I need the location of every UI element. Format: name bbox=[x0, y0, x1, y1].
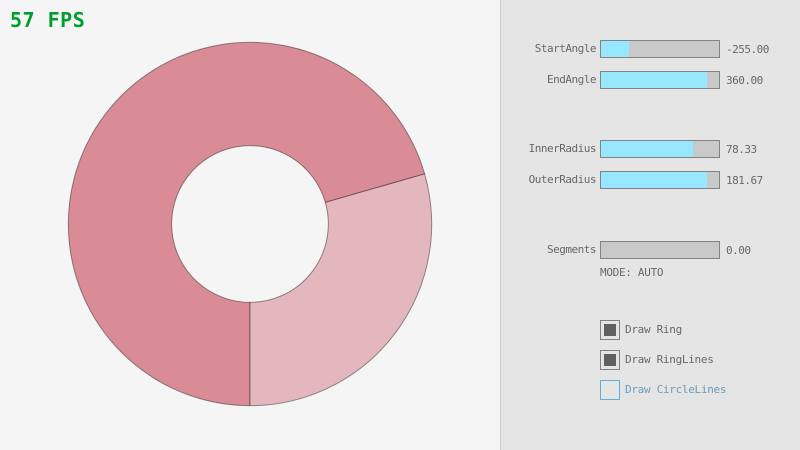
slider-value: 0.00 bbox=[726, 243, 751, 257]
slider-value: 181.67 bbox=[726, 173, 763, 187]
checkbox-draw-circlelines[interactable]: Draw CircleLines bbox=[600, 380, 726, 400]
checkbox-label: Draw RingLines bbox=[625, 353, 714, 366]
innerradius-slider[interactable] bbox=[600, 140, 720, 158]
segments-slider[interactable] bbox=[600, 241, 720, 259]
ring-overlap-sector bbox=[67, 41, 426, 407]
slider-value: 78.33 bbox=[726, 142, 757, 156]
slider-label: InnerRadius bbox=[528, 142, 597, 155]
slider-fill bbox=[601, 72, 708, 88]
endangle-slider[interactable] bbox=[600, 71, 720, 89]
checkbox-box[interactable] bbox=[600, 320, 620, 340]
slider-fill bbox=[601, 172, 708, 188]
ring-single-sector bbox=[249, 173, 433, 407]
slider-label: Segments bbox=[547, 243, 596, 256]
slider-row-outerradius: OuterRadius 181.67 bbox=[500, 171, 800, 189]
slider-row-innerradius: InnerRadius 78.33 bbox=[500, 140, 800, 158]
slider-row-endangle: EndAngle 360.00 bbox=[500, 71, 800, 89]
slider-value: 360.00 bbox=[726, 73, 763, 87]
checkbox-box[interactable] bbox=[600, 380, 620, 400]
slider-value: -255.00 bbox=[726, 42, 769, 56]
outerradius-slider[interactable] bbox=[600, 171, 720, 189]
slider-label: EndAngle bbox=[547, 73, 596, 86]
checkmark-icon bbox=[604, 354, 616, 366]
slider-label: StartAngle bbox=[534, 42, 597, 55]
slider-fill bbox=[601, 141, 694, 157]
checkmark-icon bbox=[604, 324, 616, 336]
mode-status-text: MODE: AUTO bbox=[600, 266, 664, 279]
ring-chart bbox=[67, 41, 433, 407]
slider-row-startangle: StartAngle -255.00 bbox=[500, 40, 800, 58]
checkbox-label: Draw CircleLines bbox=[625, 383, 727, 396]
slider-row-segments: Segments 0.00 bbox=[500, 241, 800, 259]
slider-label: OuterRadius bbox=[528, 173, 597, 186]
checkbox-label: Draw Ring bbox=[625, 323, 682, 336]
checkbox-box[interactable] bbox=[600, 350, 620, 370]
checkmark-icon bbox=[604, 384, 616, 396]
checkbox-draw-ringlines[interactable]: Draw RingLines bbox=[600, 350, 714, 370]
startangle-slider[interactable] bbox=[600, 40, 720, 58]
slider-fill bbox=[601, 41, 630, 57]
checkbox-draw-ring[interactable]: Draw Ring bbox=[600, 320, 682, 340]
fps-counter: 57 FPS bbox=[10, 8, 86, 32]
